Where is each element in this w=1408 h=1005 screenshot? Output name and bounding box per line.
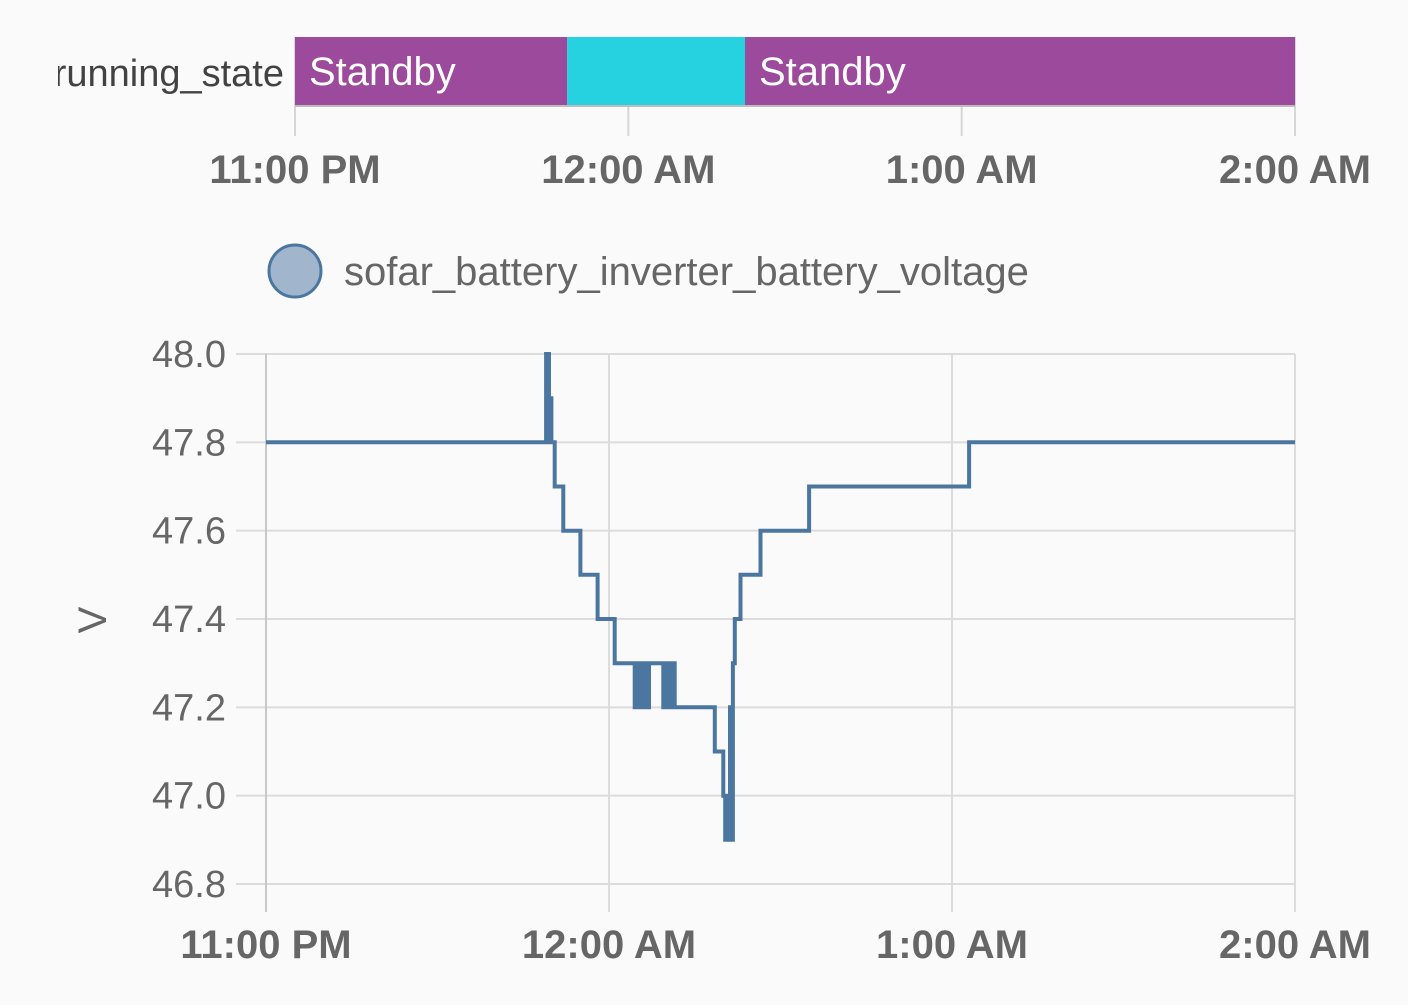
legend-swatch bbox=[267, 243, 323, 299]
y-tick-label: 47.2 bbox=[152, 687, 226, 729]
y-tick-label: 46.8 bbox=[152, 864, 226, 906]
timeline-segment-label: Standby bbox=[309, 50, 456, 94]
y-tick-label: 48.0 bbox=[152, 334, 226, 376]
plot-grid bbox=[236, 353, 1296, 912]
timeline-bars: Standby Standby bbox=[295, 37, 1295, 106]
x-axis-ticks: 11:00 PM 12:00 AM 1:00 AM 2:00 AM bbox=[180, 923, 1371, 967]
timeline-segment-label: Standby bbox=[759, 50, 906, 94]
timeline-x-tick-label: 1:00 AM bbox=[886, 148, 1038, 192]
y-axis-ticks: 48.0 47.8 47.6 47.4 47.2 47.0 46.8 bbox=[152, 334, 226, 906]
timeline-x-ticks: 11:00 PM 12:00 AM 1:00 AM 2:00 AM bbox=[209, 148, 1371, 192]
timeline-x-tick-label: 12:00 AM bbox=[541, 148, 715, 192]
x-tick-label: 2:00 AM bbox=[1219, 923, 1371, 967]
timeline-segment[interactable] bbox=[295, 37, 568, 106]
line-chart: V 48.047.847.647.447.247.046.8 11:00 PM 1… bbox=[71, 334, 1371, 967]
timeline-chart: running_state Standby Standby 11:00 PM 12:… bbox=[54, 37, 1371, 192]
timeline-segment[interactable] bbox=[567, 37, 745, 106]
y-tick-label: 47.6 bbox=[152, 511, 226, 553]
timeline-segment[interactable] bbox=[745, 37, 1295, 106]
timeline-entity-label: running_state bbox=[54, 53, 284, 95]
y-tick-label: 47.8 bbox=[152, 422, 226, 464]
timeline-x-tick-label: 2:00 AM bbox=[1219, 148, 1371, 192]
series-line-battery-voltage[interactable] bbox=[266, 352, 1295, 842]
x-tick-label: 12:00 AM bbox=[522, 923, 696, 967]
timeline-x-tick-label: 11:00 PM bbox=[209, 148, 380, 192]
legend-item[interactable]: sofar_battery_inverter_battery_voltage bbox=[267, 243, 1029, 299]
y-tick-label: 47.4 bbox=[152, 599, 226, 641]
x-tick-label: 11:00 PM bbox=[180, 923, 351, 967]
x-tick-label: 1:00 AM bbox=[876, 923, 1028, 967]
legend-label: sofar_battery_inverter_battery_voltage bbox=[344, 250, 1029, 294]
y-axis-title: V bbox=[71, 606, 115, 633]
y-tick-label: 47.0 bbox=[152, 776, 226, 818]
